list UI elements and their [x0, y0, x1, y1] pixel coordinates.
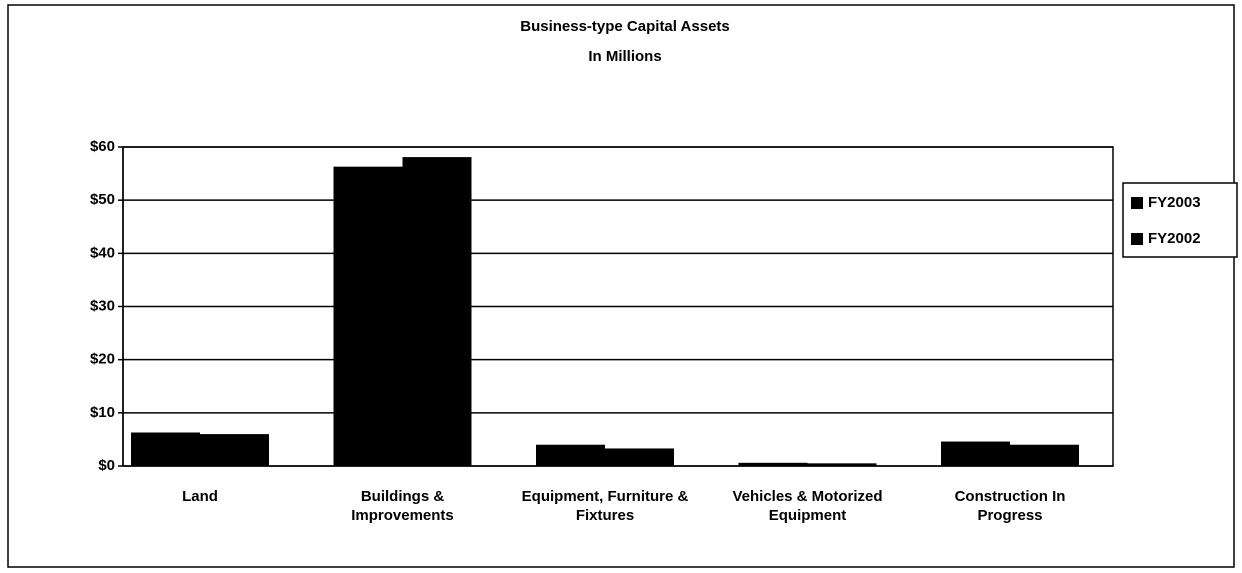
bar — [200, 434, 269, 466]
chart-subtitle: In Millions — [588, 48, 661, 65]
bar — [536, 444, 605, 466]
chart-title: Business-type Capital Assets — [520, 18, 730, 35]
chart-frame — [7, 4, 1235, 568]
y-tick-label: $50 — [90, 191, 115, 208]
legend-label: FY2003 — [1148, 194, 1201, 211]
x-tick-label: Equipment, Furniture & Fixtures — [521, 488, 689, 524]
x-tick-label: Buildings & Improvements — [351, 488, 454, 524]
bar — [333, 166, 403, 466]
bar — [131, 432, 200, 466]
bar — [738, 462, 808, 466]
y-tick-label: $10 — [90, 404, 115, 421]
legend-swatch — [1131, 197, 1143, 209]
legend-swatch — [1131, 233, 1143, 245]
bar — [941, 441, 1010, 466]
y-tick-label: $20 — [90, 351, 115, 368]
y-tick-label: $30 — [90, 297, 115, 314]
x-tick-label: Vehicles & Motorized Equipment — [732, 488, 883, 524]
y-tick-label: $0 — [98, 457, 115, 474]
bar — [1010, 444, 1079, 466]
legend-label: FY2002 — [1148, 230, 1201, 247]
x-tick-label: Land — [182, 488, 218, 505]
bar — [605, 448, 674, 466]
bar — [807, 463, 877, 466]
y-tick-label: $60 — [90, 138, 115, 155]
x-tick-label: Construction In Progress — [954, 488, 1066, 524]
y-tick-label: $40 — [90, 244, 115, 261]
bar — [402, 157, 472, 466]
